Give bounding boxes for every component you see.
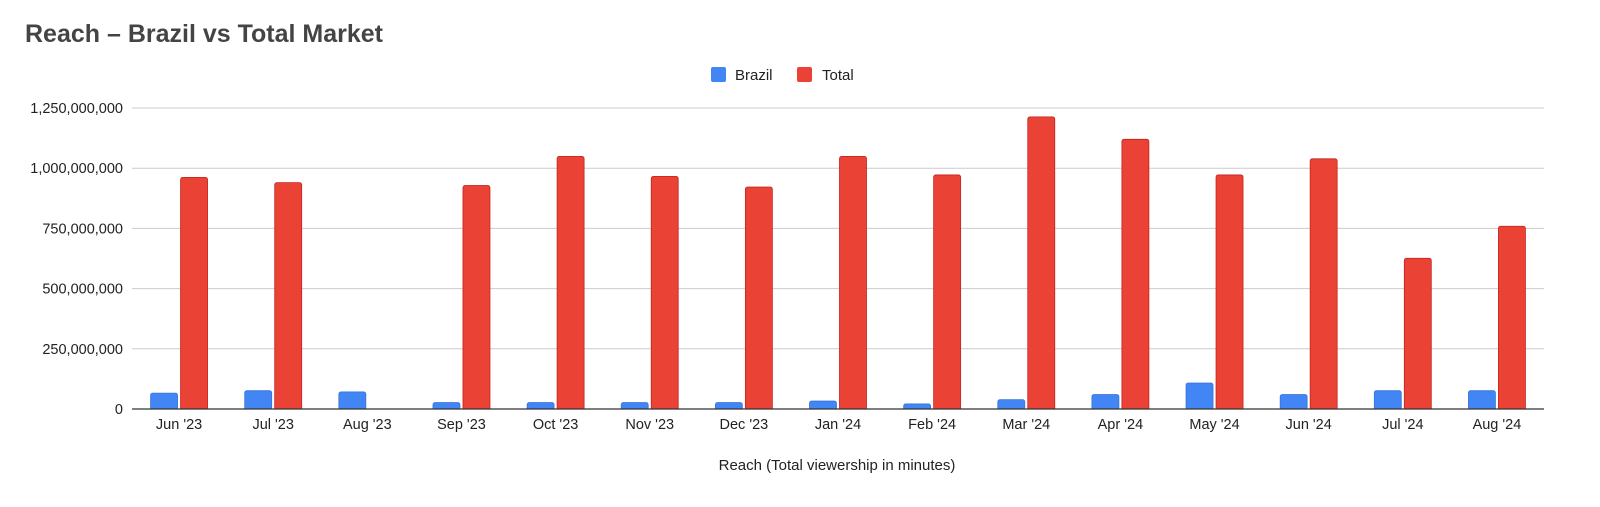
bar-total: [839, 156, 867, 410]
bar-total: [650, 175, 679, 410]
gridlines: [132, 107, 1544, 350]
bar-brazil: [1373, 390, 1402, 410]
bar-total: [744, 186, 773, 410]
x-axis-tick-labels: Jun '23 Jul '23 Aug '23 Sep '23 Oct '23 Nov '…: [156, 417, 1521, 433]
y-tick-label: 750,000,000: [42, 221, 123, 237]
bar-total: [1309, 158, 1338, 410]
bar-total: [1403, 257, 1432, 410]
bar-total: [274, 182, 303, 410]
y-axis-tick-labels: 0 250,000,000 500,000,000 750,000,000 1,000,…: [30, 101, 123, 418]
bar-brazil: [809, 400, 837, 410]
bar-brazil: [620, 402, 649, 410]
y-tick-label: 250,000,000: [42, 342, 123, 358]
y-tick-label: 500,000,000: [42, 282, 123, 298]
x-tick-label: Jun '24: [1286, 417, 1332, 433]
bar-brazil: [244, 390, 273, 410]
bar-brazil: [1279, 394, 1308, 410]
bar-total: [933, 174, 962, 410]
bar-total: [1121, 138, 1150, 410]
y-tick-label: 1,250,000,000: [30, 101, 123, 117]
x-tick-label: Aug '23: [343, 417, 392, 433]
bar-total: [462, 185, 491, 410]
bar-brazil: [432, 402, 461, 410]
legend: Brazil Total: [711, 67, 854, 84]
x-tick-label: Dec '23: [720, 417, 769, 433]
bar-brazil: [1091, 394, 1120, 410]
x-tick-label: Oct '23: [533, 417, 578, 433]
y-tick-label: 1,000,000,000: [30, 161, 123, 177]
bar-total: [556, 156, 585, 410]
legend-label-brazil: Brazil: [735, 67, 773, 84]
bar-total: [180, 176, 208, 410]
x-tick-label: Apr '24: [1098, 417, 1144, 433]
legend-swatch-total: [797, 67, 812, 82]
bar-total: [1215, 174, 1244, 410]
x-tick-label: Feb '24: [908, 417, 956, 433]
x-tick-label: Sep '23: [437, 417, 486, 433]
x-tick-label: Mar '24: [1002, 417, 1050, 433]
y-tick-label: 0: [115, 402, 123, 418]
bar-brazil: [714, 402, 743, 410]
bar-brazil: [338, 391, 367, 410]
bar-brazil: [997, 399, 1026, 410]
bar-brazil: [1468, 390, 1496, 410]
bar-total: [1027, 116, 1056, 410]
bar-brazil: [903, 403, 932, 410]
x-tick-label: Jul '23: [252, 417, 293, 433]
x-tick-label: Jan '24: [815, 417, 861, 433]
x-tick-label: May '24: [1189, 417, 1239, 433]
bars: [150, 116, 1526, 410]
legend-swatch-brazil: [711, 67, 726, 82]
bar-brazil: [150, 392, 178, 410]
chart-title: Reach – Brazil vs Total Market: [25, 20, 384, 48]
bar-brazil: [526, 402, 555, 410]
legend-label-total: Total: [822, 67, 854, 84]
x-tick-label: Nov '23: [625, 417, 674, 433]
bar-brazil: [1185, 382, 1214, 410]
x-tick-label: Jun '23: [156, 417, 202, 433]
x-tick-label: Aug '24: [1473, 417, 1522, 433]
bar-total: [1498, 225, 1526, 410]
x-tick-label: Jul '24: [1382, 417, 1423, 433]
x-axis-title: Reach (Total viewership in minutes): [719, 457, 956, 474]
